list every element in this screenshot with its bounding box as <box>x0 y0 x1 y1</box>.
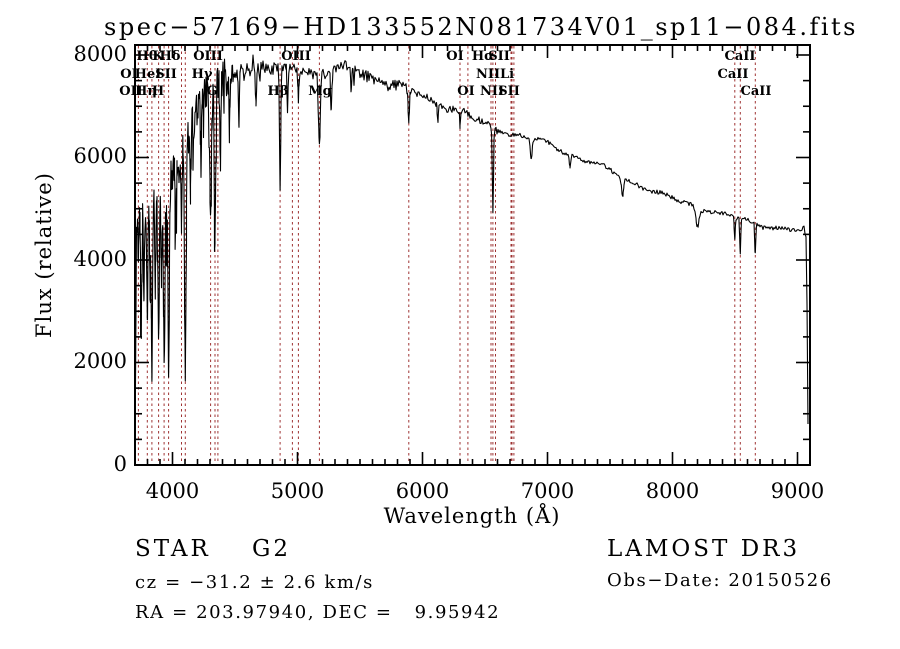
radial-velocity-text: cz = −31.2 ± 2.6 km/s <box>135 572 375 593</box>
x-tick-label: 5000 <box>270 479 325 503</box>
object-class-text: STAR G2 <box>135 536 292 562</box>
spectral-line-label: CaII <box>724 49 756 64</box>
spectral-line-label: SII <box>498 84 520 99</box>
spectral-line-label: SII <box>155 66 177 82</box>
spectral-line-label: Mg <box>308 84 332 99</box>
spectrum-flux-curve <box>136 54 809 425</box>
coordinates-text: RA = 203.97940, DEC = 9.95942 <box>135 602 501 623</box>
x-tick-label: 8000 <box>645 479 700 503</box>
y-tick-label: 6000 <box>73 144 127 169</box>
x-axis-label: Wavelength (Å) <box>383 504 561 528</box>
x-tick-label: 9000 <box>770 479 825 503</box>
spectral-line-label: K <box>152 49 164 64</box>
spectral-line-label: NII <box>479 84 505 99</box>
spectral-line-label: OI <box>120 66 138 82</box>
spectral-line-label: H <box>151 84 165 99</box>
spectral-line-label: OIII <box>281 49 311 64</box>
spectral-line-label: HeI <box>134 66 162 82</box>
spectral-line-label: Hδ <box>159 49 181 64</box>
x-tick-label: 6000 <box>395 479 450 503</box>
spectral-line-label: G <box>206 84 218 99</box>
obs-date-text: Obs−Date: 20150526 <box>607 570 833 591</box>
spectral-line-label: Hβ <box>267 84 289 99</box>
spectral-line-label: CaII <box>717 66 749 82</box>
spectral-line-label: CaII <box>740 84 772 99</box>
spectral-line-label: NII <box>475 66 501 82</box>
y-tick-label: 8000 <box>73 41 127 66</box>
spectral-line-label: OIII <box>193 49 223 64</box>
spectral-line-label: Hη <box>135 84 157 99</box>
survey-release-text: LAMOST DR3 <box>607 536 801 562</box>
y-tick-label: 4000 <box>73 246 127 271</box>
spectral-line-label: SII <box>488 49 510 64</box>
spectral-line-label: Li <box>499 66 515 82</box>
spectral-line-label: OI <box>457 84 475 99</box>
y-tick-label: 2000 <box>73 349 127 374</box>
spectral-line-label: Hγ <box>191 66 213 82</box>
spectral-line-label: Hα <box>471 49 495 64</box>
y-tick-label: 0 <box>113 452 127 476</box>
x-tick-label: 4000 <box>145 479 200 503</box>
spectral-line-label: OI <box>446 49 464 64</box>
spectral-line-label: Hθ <box>136 49 158 64</box>
plot-title: spec−57169−HD133552N081734V01_sp11−084.f… <box>104 13 858 41</box>
spectral-line-label: OII <box>119 84 143 99</box>
x-tick-label: 7000 <box>520 479 575 503</box>
